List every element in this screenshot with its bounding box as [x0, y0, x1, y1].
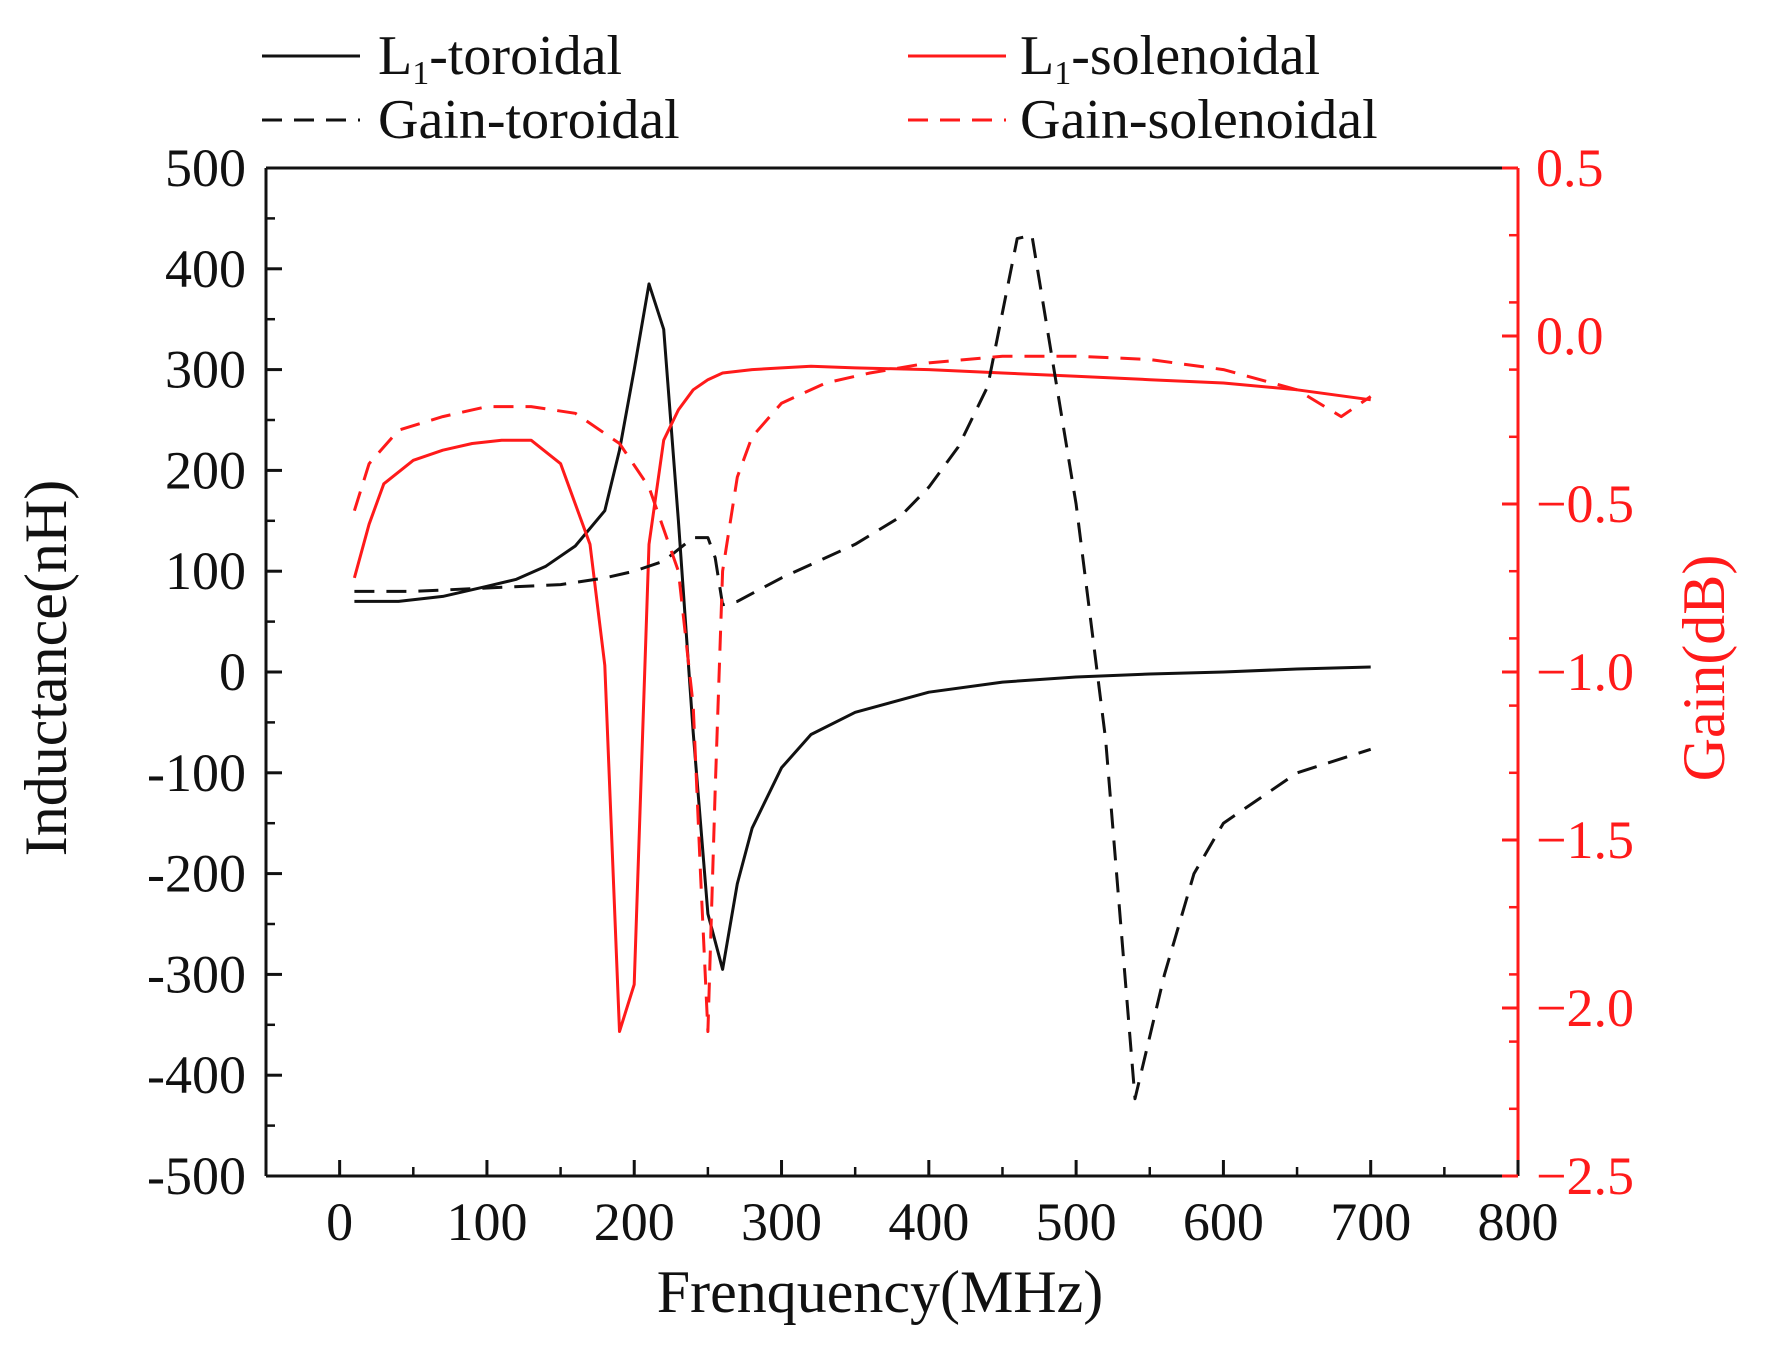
- axes: 0 100 200 300 400 500 600 700 800 500 400 300 200 100…: [147, 138, 1634, 1252]
- y-left-tick-label: 100: [165, 541, 246, 601]
- y-left-tick-label: 200: [165, 440, 246, 500]
- x-tick-label: 600: [1183, 1192, 1264, 1252]
- y-left-tick-label: -300: [147, 944, 246, 1004]
- x-tick-label: 0: [326, 1192, 353, 1252]
- legend-label: Gain-toroidal: [378, 89, 680, 151]
- series-line-l1-solenoidal: [352, 364, 1371, 1033]
- x-tick-label: 500: [1036, 1192, 1117, 1252]
- x-tick-label: 800: [1478, 1192, 1559, 1252]
- plot-lines: [352, 233, 1372, 1101]
- y-axis-right-title: Gain(dB): [1671, 555, 1737, 782]
- x-tick-label: 400: [888, 1192, 969, 1252]
- x-tick-label: 100: [446, 1192, 527, 1252]
- y-left-tick-label: -200: [147, 844, 246, 904]
- y-right-tick-label: −1.5: [1536, 810, 1634, 870]
- y-left-tick-label: -400: [147, 1045, 246, 1105]
- legend-label: Gain-solenoidal: [1020, 89, 1378, 151]
- y-left-tick-label: -500: [147, 1146, 246, 1206]
- y-left-tick-label: 500: [165, 138, 246, 198]
- series-line-l1-toroidal: [354, 282, 1371, 971]
- y-left-tick-label: 400: [165, 239, 246, 299]
- series-line-gain-toroidal: [354, 233, 1372, 1101]
- x-tick-label: 300: [741, 1192, 822, 1252]
- x-tick-label: 200: [594, 1192, 675, 1252]
- y-axis-left-title: Inductance(nH): [13, 480, 79, 856]
- legend-label: L1-solenoidal: [1020, 25, 1320, 92]
- y-left-tick-label: 0: [219, 642, 246, 702]
- y-right-tick-label: −2.5: [1536, 1146, 1634, 1206]
- y-right-tick-label: −1.0: [1536, 642, 1634, 702]
- y-right-tick-label: −0.5: [1536, 474, 1634, 534]
- y-left-tick-label: 300: [165, 340, 246, 400]
- series-line-gain-solenoidal: [352, 354, 1372, 1033]
- legend: L1-toroidal L1-solenoidal Gain-toroidal Gai…: [262, 25, 1378, 151]
- y-right-tick-label: 0.5: [1536, 138, 1604, 198]
- y-right-tick-label: −2.0: [1536, 978, 1634, 1038]
- y-right-tick-label: 0.0: [1536, 306, 1604, 366]
- legend-label: L1-toroidal: [378, 25, 622, 92]
- x-axis-title: Frenquency(MHz): [657, 1259, 1104, 1325]
- x-tick-label: 700: [1330, 1192, 1411, 1252]
- y-left-tick-label: -100: [147, 743, 246, 803]
